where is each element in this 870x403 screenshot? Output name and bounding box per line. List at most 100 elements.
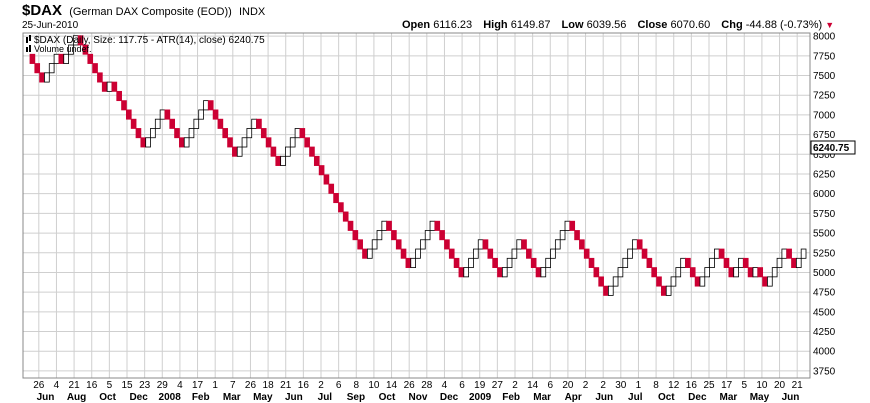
renko-brick-down — [535, 267, 542, 278]
x-month-label: Mar — [533, 392, 551, 403]
renko-brick-down — [405, 257, 412, 268]
renko-brick-down — [636, 239, 643, 250]
renko-brick-down — [140, 137, 147, 148]
renko-brick-down — [256, 118, 262, 129]
renko-brick-down — [497, 267, 503, 278]
renko-brick-up — [468, 257, 474, 268]
renko-brick-down — [661, 285, 667, 296]
renko-brick-down — [121, 100, 127, 111]
renko-brick-down — [34, 63, 41, 74]
renko-brick-up — [665, 285, 672, 296]
renko-brick-down — [77, 35, 84, 46]
x-tick-label: 16 — [298, 380, 310, 391]
renko-brick-down — [641, 248, 648, 259]
renko-brick-down — [603, 285, 609, 296]
last-value-box — [810, 140, 856, 155]
renko-brick-up — [564, 220, 571, 231]
renko-brick-up — [198, 109, 204, 120]
x-tick-label: 21 — [69, 380, 81, 391]
renko-brick-down — [87, 53, 94, 64]
renko-brick-down — [757, 267, 764, 278]
x-tick-label: 16 — [686, 380, 698, 391]
x-tick-label: 2 — [600, 380, 606, 391]
renko-brick-up — [550, 248, 556, 259]
renko-brick-up — [771, 267, 778, 278]
renko-brick-down — [723, 257, 730, 268]
x-tick-label: 28 — [421, 380, 433, 391]
y-tick-label: 7500 — [813, 71, 836, 82]
x-tick-label: 17 — [721, 380, 733, 391]
renko-brick-up — [781, 248, 788, 259]
renko-brick-up — [776, 257, 783, 268]
renko-brick-up — [767, 276, 773, 287]
y-tick-label: 4750 — [813, 288, 836, 299]
renko-brick-down — [588, 257, 595, 268]
renko-brick-up — [795, 257, 802, 268]
y-tick-label: 4000 — [813, 347, 836, 358]
x-tick-label: 2 — [512, 380, 518, 391]
renko-brick-down — [347, 220, 354, 231]
chg-label: Chg — [721, 19, 743, 31]
x-month-label: 2009 — [469, 392, 492, 403]
renko-brick-down — [179, 137, 185, 148]
open-label: Open — [402, 19, 431, 31]
open-value: 6116.23 — [433, 19, 473, 31]
renko-brick-down — [275, 155, 282, 166]
renko-brick-down — [742, 257, 749, 268]
x-month-label: Oct — [379, 392, 396, 403]
x-tick-label: 12 — [668, 380, 680, 391]
renko-brick-down — [362, 248, 368, 259]
x-month-label: Mar — [223, 392, 241, 403]
renko-brick-up — [511, 248, 518, 259]
y-tick-label: 3750 — [813, 366, 836, 377]
renko-brick-down — [395, 239, 402, 250]
renko-brick-down — [304, 137, 310, 148]
x-tick-label: 18 — [263, 380, 275, 391]
x-tick-label: 14 — [386, 380, 398, 391]
renko-brick-up — [675, 267, 682, 278]
x-month-label: Feb — [502, 392, 520, 403]
volume-legend-icon — [26, 45, 31, 52]
renko-brick-up — [376, 230, 383, 241]
x-month-label: Jun — [595, 392, 613, 403]
x-tick-label: 5 — [741, 380, 747, 391]
x-tick-label: 20 — [562, 380, 574, 391]
renko-brick-down — [232, 146, 238, 157]
renko-brick-down — [574, 230, 580, 241]
renko-brick-up — [540, 267, 547, 278]
renko-bricks — [29, 35, 807, 296]
x-tick-label: 7 — [230, 380, 236, 391]
renko-brick-up — [632, 239, 638, 250]
renko-brick-down — [656, 276, 662, 287]
renko-brick-up — [420, 239, 426, 250]
renko-brick-down — [328, 183, 335, 194]
renko-brick-down — [458, 267, 465, 278]
chart-title: $DAX (German DAX Composite (EOD)) INDX — [22, 2, 265, 19]
x-tick-label: 1 — [212, 380, 218, 391]
x-month-label: Dec — [440, 392, 459, 403]
renko-brick-up — [145, 137, 151, 148]
renko-brick-down — [747, 267, 754, 278]
renko-brick-up — [545, 257, 551, 268]
renko-brick-up — [241, 137, 248, 148]
y-tick-label: 5750 — [813, 209, 836, 220]
renko-brick-down — [309, 146, 315, 157]
x-tick-label: 2 — [583, 380, 589, 391]
y-tick-label: 4500 — [813, 307, 836, 318]
renko-brick-down — [227, 137, 233, 148]
x-tick-label: 8 — [653, 380, 659, 391]
renko-brick-up — [680, 257, 686, 268]
renko-brick-up — [617, 267, 624, 278]
renko-brick-down — [521, 239, 527, 250]
renko-brick-up — [246, 128, 253, 139]
close-value: 6070.60 — [670, 19, 711, 31]
x-month-label: Jul — [318, 392, 333, 403]
renko-brick-up — [183, 137, 190, 148]
y-axis: 3750 4000 4250 4500 4750 5000 5250 5500 5750 6000… — [813, 32, 836, 378]
renko-brick-down — [212, 109, 219, 120]
renko-brick-up — [236, 146, 243, 157]
y-tick-label: 4250 — [813, 327, 836, 338]
renko-legend-icon — [26, 35, 31, 43]
last-value-label: 6240.75 — [813, 143, 850, 154]
renko-brick-down — [786, 248, 792, 259]
